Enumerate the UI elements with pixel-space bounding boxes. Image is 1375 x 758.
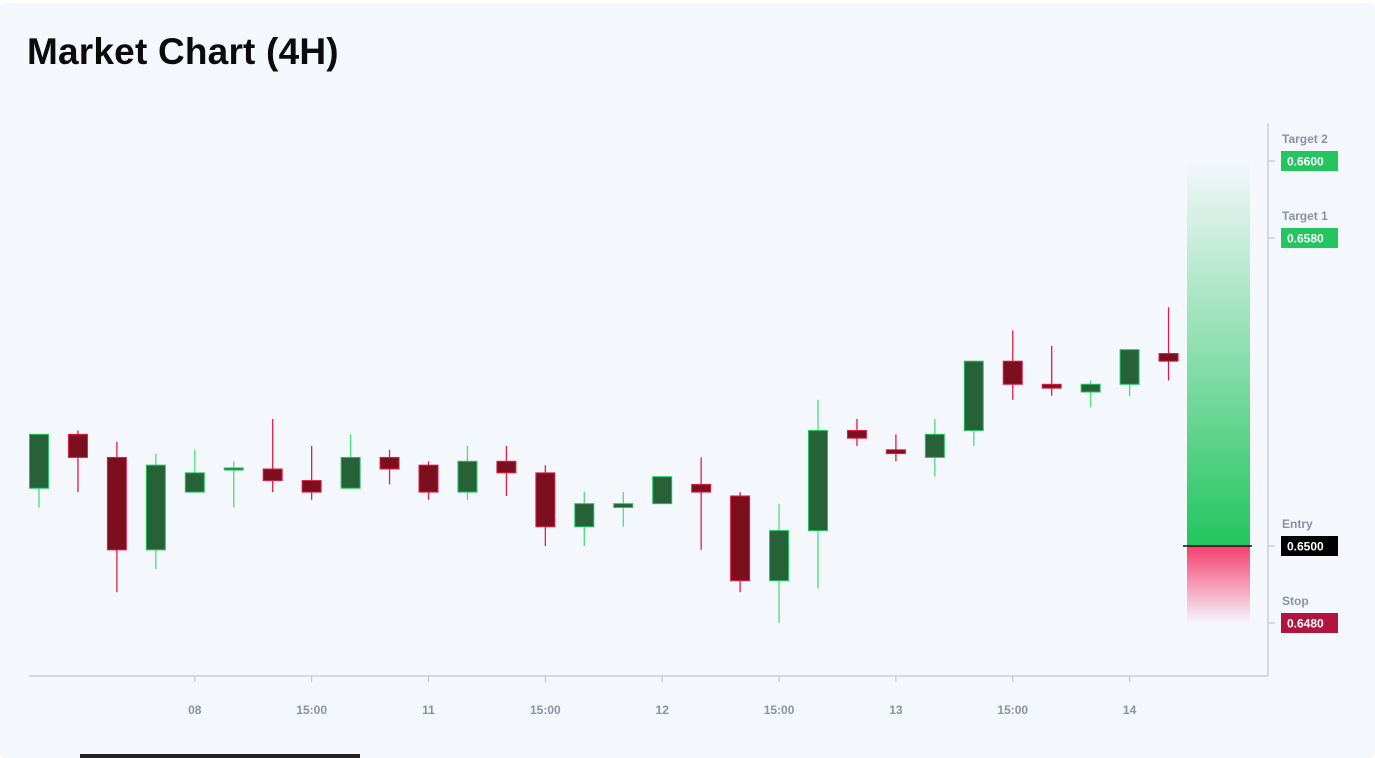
candle-body (1158, 353, 1179, 362)
candle-body (1080, 383, 1101, 393)
candle-up (29, 433, 49, 508)
risk-reward-zone (1183, 161, 1252, 623)
candle-down (846, 418, 867, 446)
candle-body (613, 503, 634, 508)
candle-body (652, 476, 673, 505)
candle-up (1119, 349, 1140, 396)
level-value: 0.6600 (1287, 155, 1324, 169)
level-name: Target 2 (1282, 132, 1328, 146)
candle-down (496, 445, 517, 496)
level-entry: Entry 0.6500 (1268, 517, 1338, 556)
candle-body (106, 456, 127, 551)
candle-body (963, 360, 984, 432)
loss-zone (1187, 546, 1250, 623)
level-name: Entry (1282, 517, 1313, 531)
candle-up (223, 461, 244, 508)
candle-down (418, 461, 439, 500)
chart-axes: 08 15:00 11 15:00 12 15:00 13 15:00 14 (29, 123, 1269, 717)
candle-up (184, 449, 205, 493)
candle-up (924, 418, 945, 477)
candle-body (496, 460, 517, 474)
level-badge (1281, 151, 1338, 171)
candle-body (301, 480, 322, 493)
x-tick-label: 15:00 (530, 703, 561, 717)
candle-body (418, 464, 439, 493)
x-tick-label: 15:00 (997, 703, 1028, 717)
candle-body (1119, 349, 1140, 385)
candle-up (1080, 380, 1101, 408)
candle-body (885, 449, 906, 455)
candle-down (1158, 307, 1179, 381)
level-value: 0.6480 (1287, 617, 1324, 631)
candle-body (574, 503, 595, 528)
candle-body (29, 433, 49, 489)
candle-body (262, 468, 283, 482)
level-name: Target 1 (1282, 209, 1328, 223)
x-tick-label: 15:00 (296, 703, 327, 717)
candle-up (613, 492, 634, 527)
candle-up (652, 476, 673, 505)
candle-body (379, 456, 400, 470)
candle-body (691, 483, 712, 493)
candle-up (145, 453, 166, 570)
profit-zone (1187, 161, 1250, 546)
level-value: 0.6500 (1287, 540, 1324, 554)
candle-down (67, 430, 88, 493)
level-value: 0.6580 (1287, 232, 1324, 246)
candle-up (769, 503, 790, 623)
chart-title: Market Chart (4H) (27, 31, 339, 72)
candles (29, 307, 1179, 623)
candle-down (301, 445, 322, 500)
candle-down (691, 457, 712, 550)
level-target-2: Target 2 0.6600 (1268, 132, 1338, 171)
candle-down (379, 449, 400, 485)
candle-body (457, 460, 478, 493)
candle-body (1002, 360, 1023, 385)
level-badge (1281, 613, 1338, 633)
candle-body (145, 464, 166, 551)
x-tick-label: 13 (889, 703, 903, 717)
level-target-1: Target 1 0.6580 (1268, 209, 1338, 248)
x-tick-label: 12 (656, 703, 670, 717)
candle-up (340, 434, 361, 489)
candle-body (223, 467, 244, 471)
x-tick-label: 08 (188, 703, 202, 717)
candle-down (885, 434, 906, 462)
level-badge (1281, 228, 1338, 248)
candle-down (535, 465, 556, 546)
candle-body (1041, 383, 1062, 389)
candle-down (1041, 345, 1062, 396)
candle-body (769, 530, 790, 582)
candle-body (67, 433, 88, 458)
candle-down (262, 418, 283, 493)
candle-body (535, 472, 556, 528)
candle-body (924, 433, 945, 458)
candle-up (574, 492, 595, 546)
candle-up (963, 360, 984, 446)
candle-body (184, 472, 205, 493)
level-name: Stop (1282, 594, 1309, 608)
chart-panel: Market Chart (4H) (0, 3, 1375, 758)
x-tick-label: 14 (1123, 703, 1137, 717)
x-tick-label: 11 (422, 703, 435, 717)
candle-down (106, 442, 127, 593)
candle-body (808, 430, 828, 532)
candle-up (457, 445, 478, 500)
price-levels: Target 2 0.6600 Target 1 0.6580 Entry 0.6500 S… (1268, 132, 1338, 633)
scroll-strip (80, 754, 360, 758)
level-badge (1281, 536, 1338, 556)
candle-body (846, 430, 867, 439)
candle-body (730, 495, 751, 582)
candle-down (1002, 330, 1023, 400)
candle-down (730, 492, 751, 593)
candle-body (340, 456, 361, 489)
level-stop: Stop 0.6480 (1268, 594, 1338, 633)
x-tick-label: 15:00 (764, 703, 795, 717)
candle-up (808, 399, 828, 589)
